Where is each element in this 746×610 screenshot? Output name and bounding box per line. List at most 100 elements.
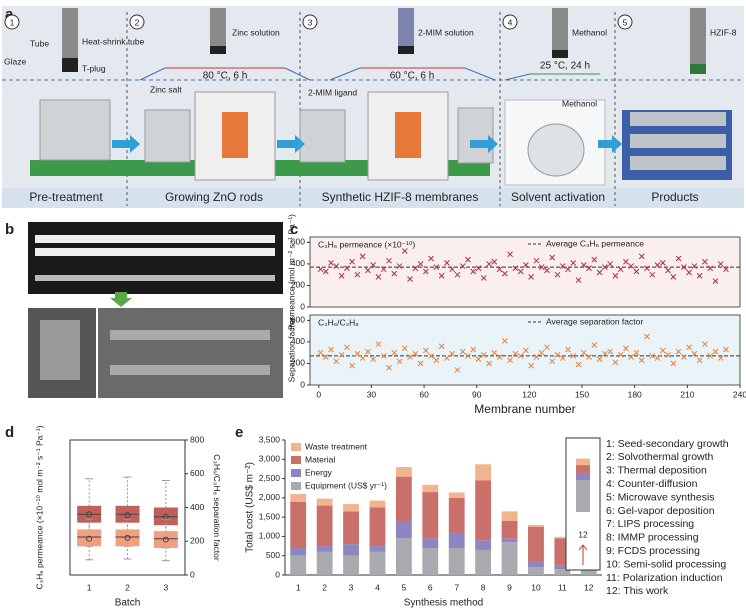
legend-swatch [291, 482, 301, 490]
method-item: 9: FCDS processing [606, 545, 700, 557]
scatter-point [617, 266, 624, 273]
mean [162, 536, 169, 543]
scatter-point [702, 341, 708, 347]
scatter-point [723, 346, 729, 353]
panel-a-scene [2, 6, 744, 208]
scene-label: Tube [30, 38, 49, 48]
scatter-point [444, 259, 450, 266]
bar-segment [395, 476, 412, 521]
bar-segment [475, 464, 492, 481]
step-number: 5 [623, 17, 628, 27]
step-circle [617, 14, 633, 30]
legend-swatch [291, 443, 301, 451]
panel-label: d [5, 424, 14, 441]
x-tick-label: 2 [125, 582, 130, 592]
y-tick-label: 0 [275, 569, 280, 579]
scatter-point [538, 349, 545, 356]
method-item: 12: This work [606, 585, 669, 597]
scatter-point [612, 272, 619, 279]
legend-label: Equipment (US$ yr⁻¹) [305, 480, 387, 490]
y-tick-label: 200 [291, 358, 305, 368]
scatter-point [533, 257, 540, 264]
scatter-point [659, 347, 666, 354]
scatter-point [665, 351, 671, 358]
scatter-point [365, 348, 371, 355]
scatter-point [591, 256, 598, 263]
bar-segment [290, 494, 307, 502]
scatter-point [691, 350, 698, 357]
scene-label: 2-MIM ligand [308, 87, 357, 97]
x-tick-label: 210 [680, 389, 694, 399]
scatter-point [480, 275, 487, 281]
scatter-point [470, 346, 477, 353]
scatter-point [496, 354, 503, 360]
x-axis-title: Batch [115, 598, 141, 609]
legend-label: Waste treatment [305, 441, 368, 451]
scatter-point [475, 356, 482, 363]
bar-segment [290, 555, 307, 575]
scatter-point [633, 268, 640, 275]
legend-swatch [291, 456, 301, 464]
scatter-point [370, 356, 377, 363]
x-axis-title: Membrane number [474, 402, 575, 416]
scatter-point [328, 346, 334, 353]
x-tick-label: 90 [472, 389, 482, 399]
x-tick-label: 240 [733, 389, 746, 399]
method-item: 8: IMMP processing [606, 532, 699, 544]
bar-segment [528, 567, 544, 575]
bar-segment [528, 526, 544, 562]
scatter-point [333, 358, 340, 365]
inset-bar-segment [576, 473, 590, 480]
scatter-point [454, 271, 461, 278]
y-tick-label: 200 [291, 280, 305, 290]
bar-segment [290, 548, 307, 556]
bar-segment [290, 501, 307, 548]
scatter-point [386, 364, 392, 371]
scatter-point [370, 262, 377, 268]
scatter-point [433, 357, 440, 364]
scatter-point [680, 264, 687, 271]
bar-segment [395, 467, 412, 477]
y-tick-label: 3,500 [259, 434, 281, 444]
y-tick-label: 600 [291, 315, 305, 325]
x-tick-label: 30 [367, 389, 377, 399]
legend-label: Average C₃H₆ permeance [546, 238, 644, 248]
step-circle [302, 14, 318, 30]
scatter-point [544, 267, 550, 274]
method-item: 2: Solvothermal growth [606, 451, 714, 463]
bar-segment [528, 524, 544, 527]
y-tick-label: 400 [291, 258, 305, 268]
bar-segment [422, 484, 439, 493]
scene-label: Methanol [572, 27, 607, 37]
scatter-point [501, 337, 508, 344]
y2-tick-label: 0 [190, 569, 195, 579]
scene-label: Zinc solution [232, 27, 280, 37]
condition: 60 °C, 6 h [390, 71, 435, 82]
scatter-point [559, 263, 566, 269]
method-item: 1: Seed-secondary growth [606, 438, 729, 450]
scatter-point [428, 353, 434, 359]
y2-axis-title: C₃H₆/C₃H₈ separation factor [212, 454, 222, 561]
y-tick-label: 500 [266, 550, 280, 560]
x-tick-label: 12 [584, 582, 594, 592]
scatter-point [396, 358, 403, 365]
step-number: 2 [135, 17, 140, 27]
x-tick-label: 7 [454, 582, 459, 592]
scatter-point [533, 354, 540, 360]
scatter-point [386, 257, 392, 264]
bar-segment [448, 497, 465, 533]
x-tick-label: 6 [428, 582, 433, 592]
scatter-point [675, 255, 682, 262]
scatter-point [349, 362, 355, 369]
scatter-point [354, 350, 361, 357]
bar-segment [343, 555, 359, 575]
x-tick-label: 3 [349, 582, 354, 592]
scatter-point [365, 267, 371, 274]
legend-label: Average separation factor [546, 316, 643, 326]
bar-segment [528, 561, 544, 568]
scatter-point [559, 355, 566, 361]
scatter-point [638, 357, 645, 364]
scatter-point [517, 353, 524, 359]
scatter-point [612, 359, 619, 366]
scatter-point [517, 268, 524, 275]
